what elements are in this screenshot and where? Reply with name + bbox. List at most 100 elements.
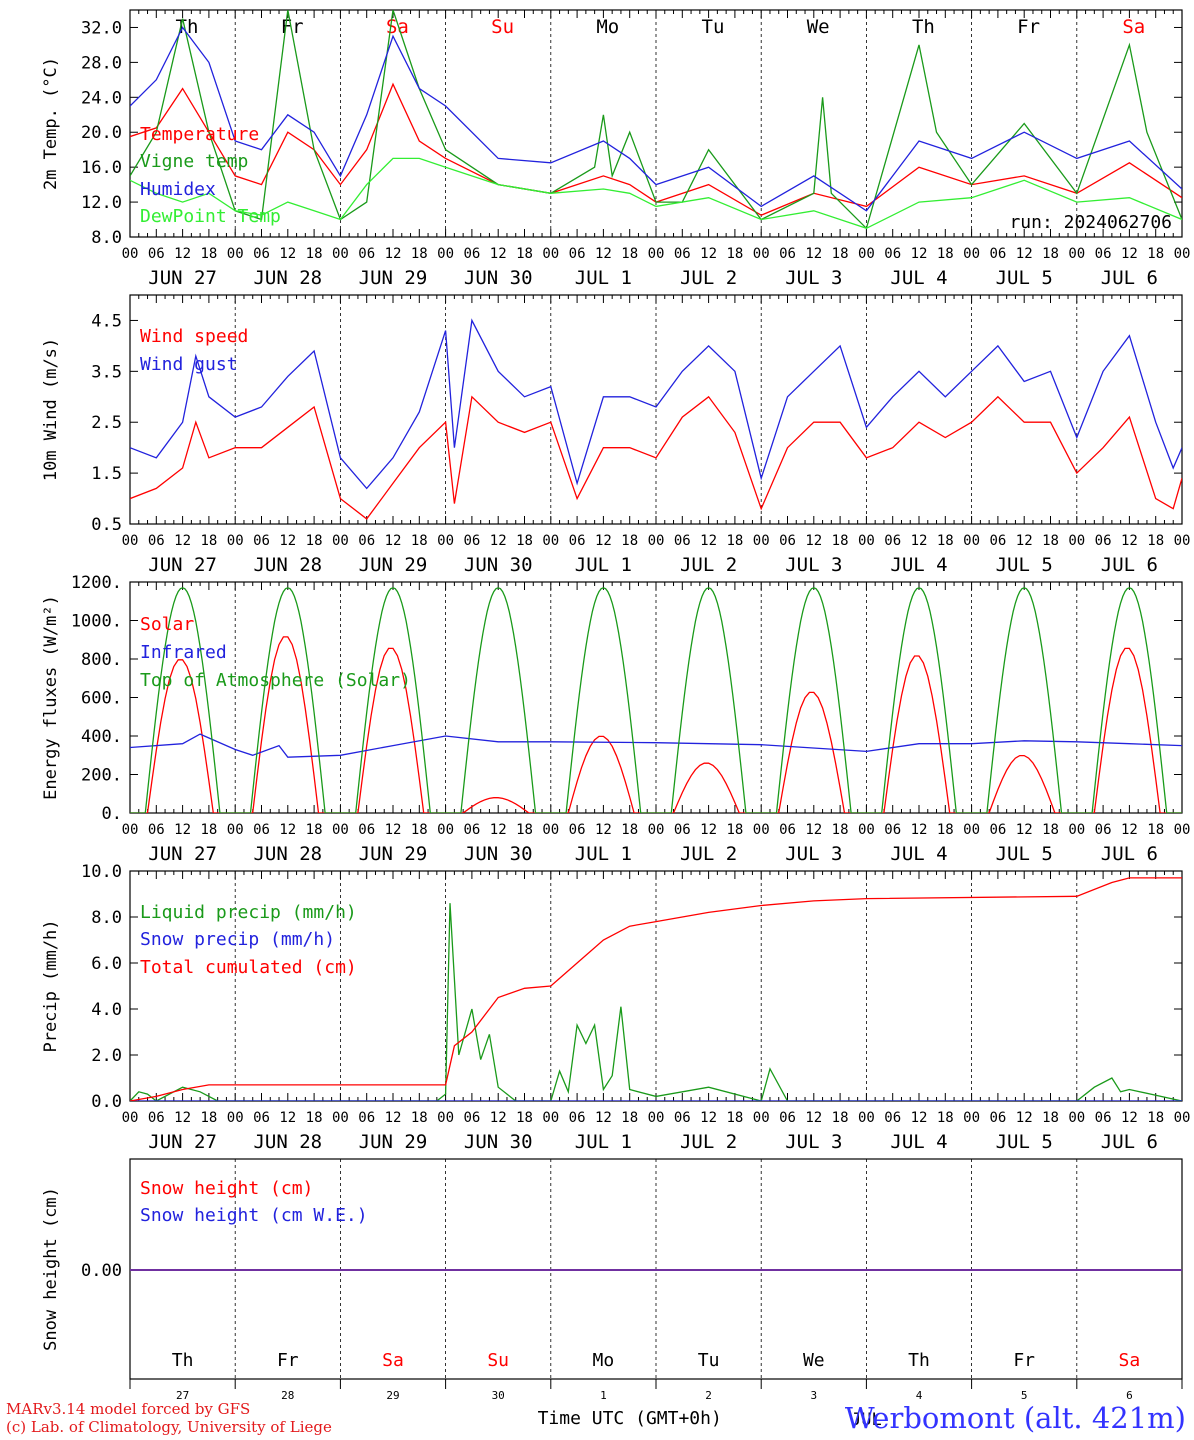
y-tick-label: 3.5 bbox=[91, 362, 122, 382]
hour-tick-label: 12 bbox=[385, 1110, 402, 1126]
hour-tick-label: 12 bbox=[700, 822, 717, 838]
hour-tick-label: 12 bbox=[595, 822, 612, 838]
hour-tick-label: 06 bbox=[989, 1110, 1006, 1126]
hour-tick-label: 00 bbox=[648, 246, 665, 262]
hour-tick-label: 06 bbox=[1095, 1110, 1112, 1126]
hour-tick-label: 00 bbox=[332, 1110, 349, 1126]
hour-tick-label: 00 bbox=[122, 1110, 139, 1126]
hour-tick-label: 06 bbox=[779, 822, 796, 838]
hour-tick-label: 12 bbox=[279, 1110, 296, 1126]
hour-tick-label: 12 bbox=[1016, 1110, 1033, 1126]
hour-tick-label: 06 bbox=[253, 533, 270, 549]
y-tick-label: 6.0 bbox=[91, 954, 122, 974]
date-label: JUL 4 bbox=[890, 1131, 947, 1153]
hour-tick-label: 06 bbox=[989, 246, 1006, 262]
y-tick-label: 8.0 bbox=[91, 908, 122, 928]
hour-tick-label: 18 bbox=[621, 246, 638, 262]
hour-tick-label: 06 bbox=[674, 1110, 691, 1126]
series-group bbox=[130, 877, 1182, 1101]
date-label: JUL 4 bbox=[890, 267, 947, 289]
hour-tick-label: 18 bbox=[1147, 533, 1164, 549]
series-line bbox=[130, 26, 1182, 212]
hour-tick-label: 06 bbox=[674, 246, 691, 262]
legend-label: Temperature bbox=[140, 124, 259, 145]
series-line bbox=[130, 157, 1182, 230]
day-number: 6 bbox=[1126, 1389, 1133, 1402]
date-label: JUN 29 bbox=[359, 554, 428, 576]
hour-tick-label: 00 bbox=[332, 822, 349, 838]
hour-tick-label: 18 bbox=[516, 246, 533, 262]
legend-label: Vigne temp bbox=[140, 151, 248, 172]
hour-tick-label: 18 bbox=[832, 533, 849, 549]
y-tick-label: 1.5 bbox=[91, 464, 122, 484]
hour-tick-label: 06 bbox=[569, 1110, 586, 1126]
legend-label: DewPoint Temp bbox=[140, 206, 281, 227]
model-credit: MARv3.14 model forced by GFS (c) Lab. of… bbox=[6, 1400, 332, 1436]
hour-tick-label: 06 bbox=[148, 1110, 165, 1126]
day-number: 3 bbox=[810, 1389, 817, 1402]
hour-tick-label: 06 bbox=[358, 533, 375, 549]
hour-tick-label: 06 bbox=[148, 822, 165, 838]
weekday-label: Mo bbox=[596, 16, 619, 38]
hour-tick-label: 06 bbox=[253, 246, 270, 262]
series-group bbox=[130, 587, 1182, 813]
series-line bbox=[130, 636, 1182, 813]
hour-tick-label: 18 bbox=[200, 246, 217, 262]
legend-label: Snow precip (mm/h) bbox=[140, 929, 335, 950]
hour-tick-label: 00 bbox=[227, 822, 244, 838]
hour-tick-label: 00 bbox=[332, 533, 349, 549]
model-line: MARv3.14 model forced by GFS bbox=[6, 1400, 251, 1418]
day-number: 27 bbox=[176, 1389, 189, 1402]
hour-tick-label: 00 bbox=[1174, 246, 1191, 262]
date-label: JUN 30 bbox=[464, 1131, 533, 1153]
hour-tick-label: 12 bbox=[1016, 246, 1033, 262]
weekday-label: Sa bbox=[1122, 16, 1145, 38]
hour-tick-label: 18 bbox=[1042, 822, 1059, 838]
date-label: JUL 3 bbox=[785, 267, 842, 289]
hour-tick-label: 12 bbox=[1016, 822, 1033, 838]
hour-tick-label: 06 bbox=[884, 533, 901, 549]
hour-tick-label: 06 bbox=[779, 1110, 796, 1126]
hour-tick-label: 12 bbox=[911, 246, 928, 262]
hour-tick-label: 00 bbox=[1174, 822, 1191, 838]
hour-tick-label: 18 bbox=[726, 533, 743, 549]
hour-tick-label: 06 bbox=[463, 822, 480, 838]
legend-label: Total cumulated (cm) bbox=[140, 957, 357, 978]
hour-tick-label: 18 bbox=[937, 246, 954, 262]
y-tick-label: 0.00 bbox=[81, 1261, 122, 1281]
weekday-label: Su bbox=[491, 16, 514, 38]
hour-tick-label: 12 bbox=[385, 822, 402, 838]
weekday-label: Sa bbox=[1119, 1350, 1141, 1371]
hour-tick-label: 00 bbox=[542, 822, 559, 838]
hour-tick-label: 06 bbox=[1095, 246, 1112, 262]
hour-tick-label: 18 bbox=[1147, 246, 1164, 262]
hour-tick-label: 00 bbox=[122, 533, 139, 549]
hour-tick-label: 06 bbox=[358, 822, 375, 838]
hour-tick-label: 12 bbox=[385, 246, 402, 262]
hour-tick-label: 18 bbox=[621, 533, 638, 549]
hour-tick-label: 18 bbox=[306, 246, 323, 262]
hour-tick-label: 12 bbox=[805, 533, 822, 549]
hour-tick-label: 00 bbox=[437, 533, 454, 549]
date-label: JUL 4 bbox=[890, 554, 947, 576]
weekday-label: Fr bbox=[277, 1350, 299, 1371]
hour-tick-label: 18 bbox=[516, 822, 533, 838]
date-label: JUL 6 bbox=[1101, 843, 1158, 865]
series-line bbox=[130, 587, 1182, 813]
y-tick-label: 8.0 bbox=[91, 228, 122, 248]
x-axis-title: Time UTC (GMT+0h) bbox=[538, 1408, 722, 1429]
hour-tick-label: 18 bbox=[1042, 246, 1059, 262]
hour-tick-label: 00 bbox=[648, 822, 665, 838]
date-label: JUL 2 bbox=[680, 1131, 737, 1153]
hour-tick-label: 00 bbox=[858, 1110, 875, 1126]
date-label: JUN 30 bbox=[464, 843, 533, 865]
hour-tick-label: 18 bbox=[937, 822, 954, 838]
y-tick-label: 28.0 bbox=[81, 53, 122, 73]
hour-tick-label: 18 bbox=[516, 1110, 533, 1126]
date-label: JUN 28 bbox=[253, 554, 322, 576]
hour-tick-label: 00 bbox=[542, 1110, 559, 1126]
date-label: JUN 27 bbox=[148, 1131, 217, 1153]
date-label: JUN 29 bbox=[359, 1131, 428, 1153]
day-number: 2 bbox=[705, 1389, 712, 1402]
